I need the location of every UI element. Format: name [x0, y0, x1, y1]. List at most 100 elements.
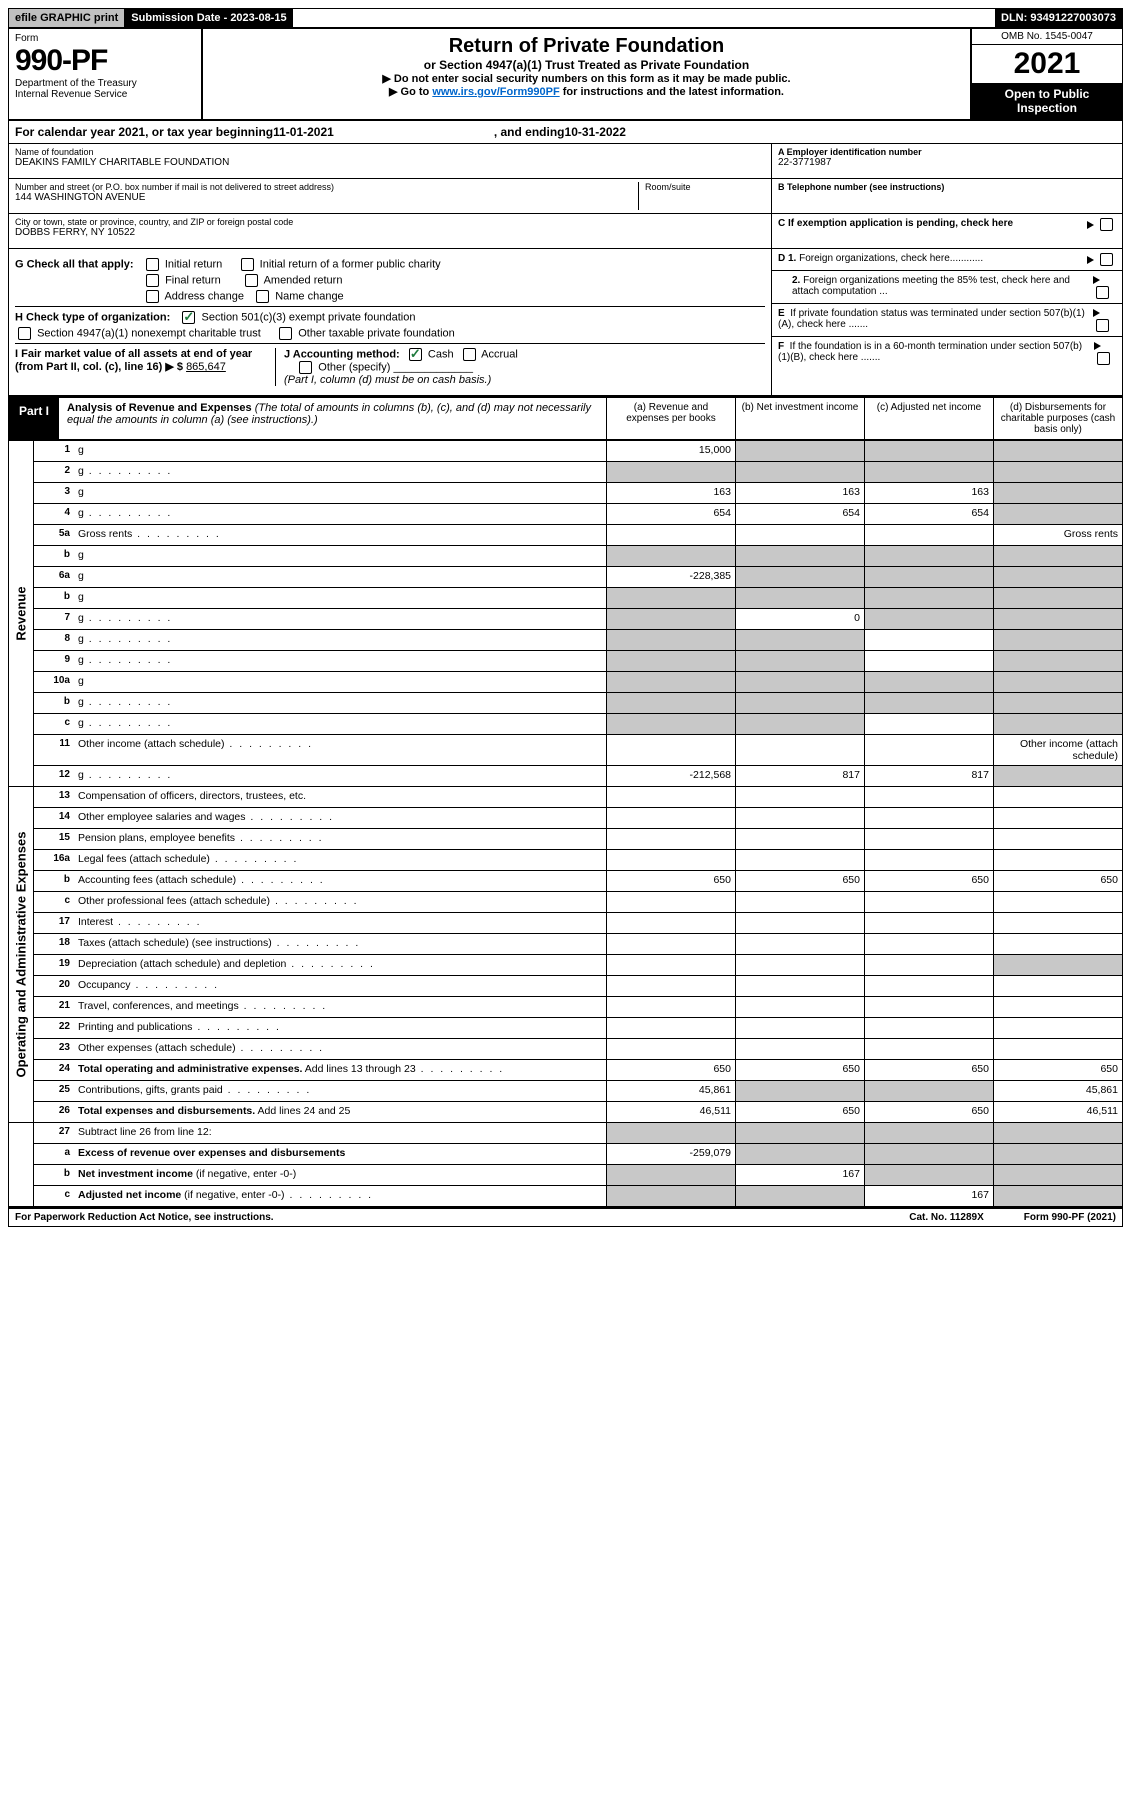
table-row: 6ag-228,385 — [34, 566, 1122, 587]
initial-pub-checkbox[interactable] — [241, 258, 254, 271]
expenses-side-label: Operating and Administrative Expenses — [9, 787, 34, 1122]
footer-left: For Paperwork Reduction Act Notice, see … — [15, 1212, 274, 1223]
line-desc: g — [74, 588, 606, 608]
initial-checkbox[interactable] — [146, 258, 159, 271]
table-row: 27Subtract line 26 from line 12: — [34, 1123, 1122, 1143]
table-row: cg — [34, 713, 1122, 734]
arrow-icon — [1093, 276, 1100, 284]
line-number: 15 — [34, 829, 74, 849]
footer-mid: Cat. No. 11289X — [909, 1212, 983, 1223]
d2-checkbox[interactable] — [1096, 286, 1109, 299]
table-row: 25Contributions, gifts, grants paid45,86… — [34, 1080, 1122, 1101]
line-desc: g — [74, 630, 606, 650]
line-number: 21 — [34, 997, 74, 1017]
name-change-checkbox[interactable] — [256, 290, 269, 303]
line-number: 22 — [34, 1018, 74, 1038]
line-number: 24 — [34, 1060, 74, 1080]
d1-checkbox[interactable] — [1100, 253, 1113, 266]
final-checkbox[interactable] — [146, 274, 159, 287]
expenses-section: Operating and Administrative Expenses 13… — [9, 787, 1122, 1123]
table-row: 12g-212,568817817 — [34, 765, 1122, 786]
tax-year: 2021 — [972, 45, 1122, 83]
line-number: 27 — [34, 1123, 74, 1143]
entity-block: Name of foundation DEAKINS FAMILY CHARIT… — [9, 144, 1122, 249]
omb-number: OMB No. 1545-0047 — [972, 29, 1122, 45]
addr-change-checkbox[interactable] — [146, 290, 159, 303]
fmv-value: 865,647 — [186, 361, 226, 373]
table-row: bAccounting fees (attach schedule)650650… — [34, 870, 1122, 891]
check-block: G Check all that apply: Initial return I… — [9, 249, 1122, 396]
amended-checkbox[interactable] — [245, 274, 258, 287]
line-desc: g — [74, 672, 606, 692]
h-line: H Check type of organization: Section 50… — [15, 306, 765, 324]
line-desc: Other employee salaries and wages — [74, 808, 606, 828]
city-state-zip: DOBBS FERRY, NY 10522 — [15, 227, 765, 238]
d2-cell: 2. Foreign organizations meeting the 85%… — [772, 271, 1122, 304]
line-number: 25 — [34, 1081, 74, 1101]
line-number: 2 — [34, 462, 74, 482]
other-tax-checkbox[interactable] — [279, 327, 292, 340]
f-checkbox[interactable] — [1097, 352, 1110, 365]
part-title: Analysis of Revenue and Expenses (The to… — [59, 398, 606, 439]
line-desc: Other income (attach schedule) — [74, 735, 606, 765]
e-checkbox[interactable] — [1096, 319, 1109, 332]
line-number: 7 — [34, 609, 74, 629]
line-number: b — [34, 1165, 74, 1185]
sec4947-checkbox[interactable] — [18, 327, 31, 340]
table-row: 10ag — [34, 671, 1122, 692]
col-d-header: (d) Disbursements for charitable purpose… — [993, 398, 1122, 439]
table-row: aExcess of revenue over expenses and dis… — [34, 1143, 1122, 1164]
col-c-header: (c) Adjusted net income — [864, 398, 993, 439]
irs-link[interactable]: www.irs.gov/Form990PF — [432, 86, 559, 98]
e-cell: E If private foundation status was termi… — [772, 304, 1122, 337]
line-number: b — [34, 546, 74, 566]
line-number: 13 — [34, 787, 74, 807]
open-inspection: Open to Public Inspection — [972, 83, 1122, 119]
line-desc: Excess of revenue over expenses and disb… — [74, 1144, 606, 1164]
table-row: cAdjusted net income (if negative, enter… — [34, 1185, 1122, 1206]
other-spec-checkbox[interactable] — [299, 361, 312, 374]
line-number: 16a — [34, 850, 74, 870]
note-ssn: ▶ Do not enter social security numbers o… — [209, 72, 964, 85]
city-cell: City or town, state or province, country… — [9, 214, 771, 248]
line-desc: Other expenses (attach schedule) — [74, 1039, 606, 1059]
line-number: 3 — [34, 483, 74, 503]
line-desc: Net investment income (if negative, ente… — [74, 1165, 606, 1185]
line-desc: Total operating and administrative expen… — [74, 1060, 606, 1080]
line-number: 20 — [34, 976, 74, 996]
efile-label[interactable]: efile GRAPHIC print — [9, 9, 125, 27]
table-row: 23Other expenses (attach schedule) — [34, 1038, 1122, 1059]
table-row: 26Total expenses and disbursements. Add … — [34, 1101, 1122, 1122]
line-desc: Compensation of officers, directors, tru… — [74, 787, 606, 807]
net-section: 27Subtract line 26 from line 12:aExcess … — [9, 1123, 1122, 1208]
accrual-checkbox[interactable] — [463, 348, 476, 361]
c-checkbox[interactable] — [1100, 218, 1113, 231]
line-desc: Occupancy — [74, 976, 606, 996]
sub-date-label: Submission Date - 2023-08-15 — [125, 9, 292, 27]
form-title: Return of Private Foundation — [209, 35, 964, 58]
ein-cell: A Employer identification number 22-3771… — [772, 144, 1122, 179]
header-left: Form 990-PF Department of the Treasury I… — [9, 29, 203, 119]
line-number: a — [34, 1144, 74, 1164]
footer: For Paperwork Reduction Act Notice, see … — [9, 1208, 1122, 1226]
form-word: Form — [15, 33, 38, 44]
line-number: 4 — [34, 504, 74, 524]
header: Form 990-PF Department of the Treasury I… — [9, 29, 1122, 121]
street-address: 144 WASHINGTON AVENUE — [15, 192, 638, 203]
line-desc: g — [74, 567, 606, 587]
revenue-side-label: Revenue — [9, 441, 34, 786]
phone-cell: B Telephone number (see instructions) — [772, 179, 1122, 214]
line-desc: Pension plans, employee benefits — [74, 829, 606, 849]
line-desc: Accounting fees (attach schedule) — [74, 871, 606, 891]
sec501-checkbox[interactable] — [182, 311, 195, 324]
table-row: 22Printing and publications — [34, 1017, 1122, 1038]
arrow-icon — [1094, 342, 1101, 350]
foundation-name-cell: Name of foundation DEAKINS FAMILY CHARIT… — [9, 144, 771, 179]
table-row: 17Interest — [34, 912, 1122, 933]
table-row: 2g — [34, 461, 1122, 482]
form-subtitle: or Section 4947(a)(1) Trust Treated as P… — [209, 58, 964, 72]
cash-checkbox[interactable] — [409, 348, 422, 361]
table-row: 18Taxes (attach schedule) (see instructi… — [34, 933, 1122, 954]
dept-label: Department of the Treasury — [15, 78, 137, 89]
line-desc: Other professional fees (attach schedule… — [74, 892, 606, 912]
